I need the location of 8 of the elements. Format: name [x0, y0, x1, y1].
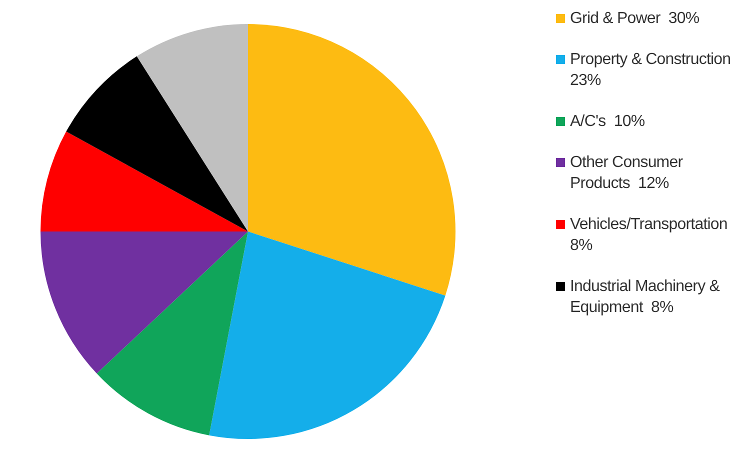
legend-label: Grid & Power 30%	[570, 9, 700, 29]
legend-label: Industrial Machinery & Equipment 8%	[570, 277, 721, 318]
data-label: 23%	[570, 72, 601, 89]
legend-label: Property & Construction	[570, 51, 731, 68]
legend-label: A/C's 10%	[570, 112, 645, 132]
legend-label: Vehicles/Transportation	[570, 216, 728, 233]
data-label: 8%	[570, 237, 592, 254]
legend-label: Other Consumer Products 12%	[570, 153, 684, 194]
